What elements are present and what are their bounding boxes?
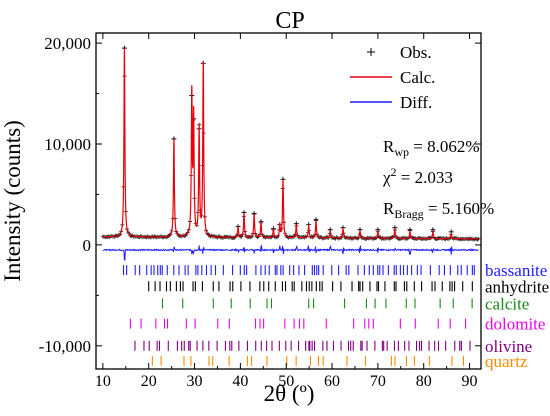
- bragg-markers-anhydrite: [148, 281, 473, 292]
- x-axis-label: 2θ (º): [264, 381, 315, 406]
- x-tick-label: 90: [462, 373, 478, 390]
- plot-frame: [95, 32, 482, 370]
- chart-title: CP: [275, 8, 304, 34]
- fit-statistic: χ2 = 2.033: [382, 165, 453, 187]
- phase-label-dolomite: dolomite: [485, 315, 545, 334]
- phase-label-quartz: quartz: [485, 352, 528, 371]
- x-tick-label: 80: [416, 373, 432, 390]
- calculated-series: [102, 48, 479, 240]
- fit-statistics: Rwp = 8.062% χ2 = 2.033 RBragg = 5.160%: [382, 137, 494, 221]
- bragg-markers-olivine: [134, 340, 471, 351]
- x-tick-label: 40: [232, 373, 248, 390]
- fit-statistic: RBragg = 5.160%: [383, 199, 494, 221]
- x-tick-label: 10: [95, 373, 111, 390]
- legend-symbol: [367, 48, 375, 56]
- axes: 10 20 30 40 50 60 70 80 90 -10,000 0 10,000 20,000: [39, 33, 481, 390]
- legend: Obs. Calc. Diff.: [350, 43, 435, 112]
- phase-label-olivine: olivine: [485, 337, 532, 356]
- y-tick-label: 0: [83, 236, 92, 255]
- x-tick-label: 30: [187, 373, 203, 390]
- bragg-markers-bassanite: [122, 265, 475, 276]
- x-tick-label: 60: [324, 373, 340, 390]
- bragg-markers-calcite: [161, 298, 473, 309]
- y-axis-label: Intensity (counts): [0, 120, 25, 282]
- y-tick-label: -10,000: [39, 337, 91, 356]
- y-tick-label: 20,000: [44, 34, 91, 53]
- bragg-markers-dolomite: [129, 318, 467, 329]
- bragg-markers-quartz: [151, 355, 464, 366]
- difference-series: [102, 244, 479, 261]
- x-tick-label: 50: [278, 373, 294, 390]
- phase-label-bassanite: bassanite: [485, 261, 547, 280]
- legend-label: Obs.: [400, 43, 432, 62]
- x-tick-label: 20: [141, 373, 157, 390]
- y-tick-label: 10,000: [44, 135, 91, 154]
- legend-label: Diff.: [400, 93, 432, 112]
- plot-area: [100, 45, 481, 366]
- x-tick-label: 70: [370, 373, 386, 390]
- phase-label-anhydrite: anhydrite: [485, 277, 549, 296]
- fit-statistic: Rwp = 8.062%: [383, 137, 480, 159]
- phase-label-calcite: calcite: [485, 294, 529, 313]
- legend-label: Calc.: [400, 68, 435, 87]
